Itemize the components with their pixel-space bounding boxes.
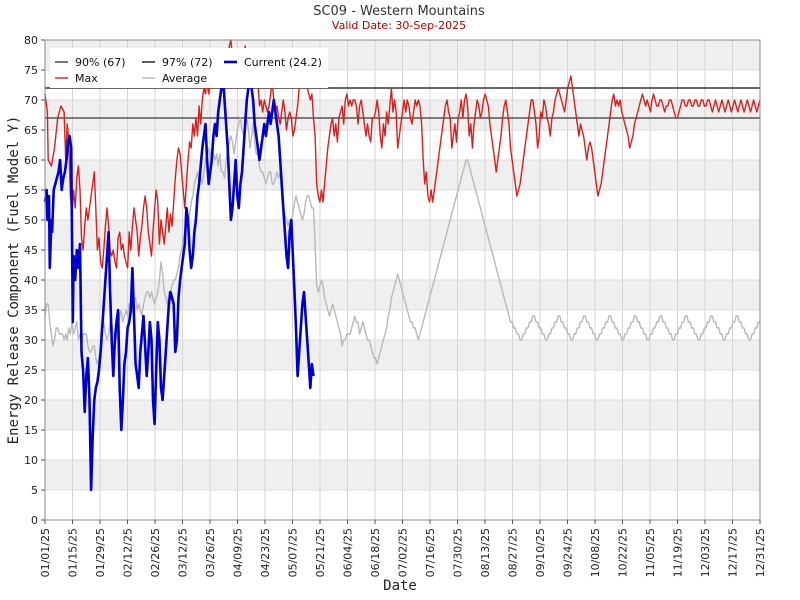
x-tick-label: 07/16/25 bbox=[424, 528, 437, 577]
x-tick-label: 07/30/25 bbox=[452, 528, 465, 577]
y-tick-label: 40 bbox=[24, 274, 38, 287]
chart-title: SC09 - Western Mountains bbox=[313, 4, 485, 19]
y-tick-label: 0 bbox=[31, 514, 38, 527]
y-tick-label: 15 bbox=[24, 424, 38, 437]
x-tick-label: 05/07/25 bbox=[287, 528, 300, 577]
x-tick-label: 05/21/25 bbox=[314, 528, 327, 577]
x-tick-label: 12/17/25 bbox=[727, 528, 740, 577]
chart-legend: 90% (67) 97% (72) Current (24.2) Max Average bbox=[50, 48, 328, 88]
x-tick-label: 04/23/25 bbox=[259, 528, 272, 577]
y-tick-label: 25 bbox=[24, 364, 38, 377]
y-tick-label: 45 bbox=[24, 244, 38, 257]
y-tick-label: 10 bbox=[24, 454, 38, 467]
y-tick-label: 70 bbox=[24, 94, 38, 107]
y-tick-label: 5 bbox=[31, 484, 38, 497]
legend-label: Current (24.2) bbox=[244, 56, 322, 69]
legend-label: 97% (72) bbox=[162, 56, 213, 69]
y-tick-label: 60 bbox=[24, 154, 38, 167]
series-line bbox=[44, 117, 760, 365]
x-tick-label: 12/31/25 bbox=[754, 528, 767, 577]
x-tick-label: 11/19/25 bbox=[672, 528, 685, 577]
x-tick-label: 09/24/25 bbox=[562, 528, 575, 577]
legend-label: Average bbox=[162, 72, 207, 85]
x-tick-label: 03/26/25 bbox=[204, 528, 217, 577]
y-axis-ticks: 0 5 10 15 20 25 30 35 40 45 50 55 60 65 70 75 80 bbox=[24, 34, 45, 527]
x-tick-label: 11/05/25 bbox=[644, 528, 657, 577]
y-tick-label: 30 bbox=[24, 334, 38, 347]
x-tick-label: 10/22/25 bbox=[617, 528, 630, 577]
x-tick-label: 09/10/25 bbox=[534, 528, 547, 577]
x-tick-label: 03/12/25 bbox=[177, 528, 190, 577]
x-tick-label: 07/02/25 bbox=[397, 528, 410, 577]
x-tick-label: 08/13/25 bbox=[479, 528, 492, 577]
series-lines bbox=[43, 39, 761, 492]
legend-box bbox=[50, 48, 328, 88]
x-tick-label: 01/29/25 bbox=[94, 528, 107, 577]
x-tick-label: 02/12/25 bbox=[122, 528, 135, 577]
series-line bbox=[44, 39, 761, 269]
y-tick-label: 50 bbox=[24, 214, 38, 227]
chart-subtitle: Valid Date: 30-Sep-2025 bbox=[332, 19, 466, 32]
x-axis-ticks: 01/01/25 01/15/25 01/29/25 02/12/25 02/26/25… bbox=[39, 520, 767, 577]
x-tick-label: 02/26/25 bbox=[149, 528, 162, 577]
y-tick-label: 20 bbox=[24, 394, 38, 407]
x-axis-label: Date bbox=[383, 578, 417, 594]
legend-label: Max bbox=[75, 72, 98, 85]
x-tick-label: 08/27/25 bbox=[507, 528, 520, 577]
y-tick-label: 75 bbox=[24, 64, 38, 77]
x-tick-label: 06/18/25 bbox=[369, 528, 382, 577]
y-tick-label: 35 bbox=[24, 304, 38, 317]
y-tick-label: 80 bbox=[24, 34, 38, 47]
y-tick-label: 55 bbox=[24, 184, 38, 197]
x-tick-label: 04/09/25 bbox=[232, 528, 245, 577]
x-tick-label: 01/01/25 bbox=[39, 528, 52, 577]
x-tick-label: 06/04/25 bbox=[342, 528, 355, 577]
legend-label: 90% (67) bbox=[75, 56, 126, 69]
x-tick-label: 01/15/25 bbox=[67, 528, 80, 577]
x-tick-label: 12/03/25 bbox=[699, 528, 712, 577]
x-tick-label: 10/08/25 bbox=[589, 528, 602, 577]
y-axis-label: Energy Release Component (Fuel Model Y) bbox=[6, 116, 22, 445]
y-tick-label: 65 bbox=[24, 124, 38, 137]
series-line bbox=[43, 74, 315, 492]
